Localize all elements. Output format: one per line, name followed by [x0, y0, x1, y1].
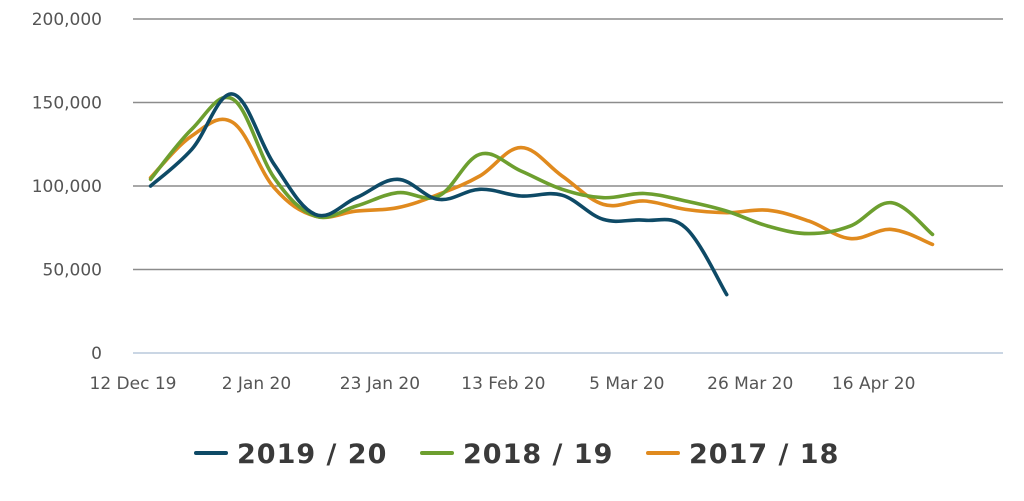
y-tick-label: 0	[91, 344, 102, 364]
series-lines	[148, 92, 935, 297]
y-tick-label: 100,000	[32, 177, 102, 197]
legend-label: 2019 / 20	[237, 439, 387, 470]
series-line-2018-19	[148, 95, 935, 237]
y-tick-label: 200,000	[32, 10, 102, 30]
y-axis-tick-labels: 0 50,000 100,000 150,000 200,000	[32, 10, 102, 364]
x-tick-label: 12 Dec 19	[90, 374, 177, 394]
series-line-2019-20	[148, 92, 729, 297]
y-tick-label: 50,000	[43, 261, 102, 281]
x-tick-label: 23 Jan 20	[340, 374, 420, 394]
y-tick-label: 150,000	[32, 94, 102, 114]
x-tick-label: 26 Mar 20	[707, 374, 793, 394]
x-tick-label: 16 Apr 20	[832, 374, 915, 394]
x-tick-label: 13 Feb 20	[461, 374, 545, 394]
x-tick-label: 2 Jan 20	[222, 374, 291, 394]
x-tick-label: 5 Mar 20	[589, 374, 664, 394]
series-line-2017-18	[148, 117, 935, 247]
legend-label: 2017 / 18	[689, 439, 839, 470]
gridlines	[133, 18, 1003, 354]
legend-label: 2018 / 19	[463, 439, 613, 470]
legend: 2019 / 20 2018 / 19 2017 / 18	[194, 439, 839, 470]
x-axis-tick-labels: 12 Dec 19 2 Jan 20 23 Jan 20 13 Feb 20 5 Mar…	[90, 374, 916, 394]
